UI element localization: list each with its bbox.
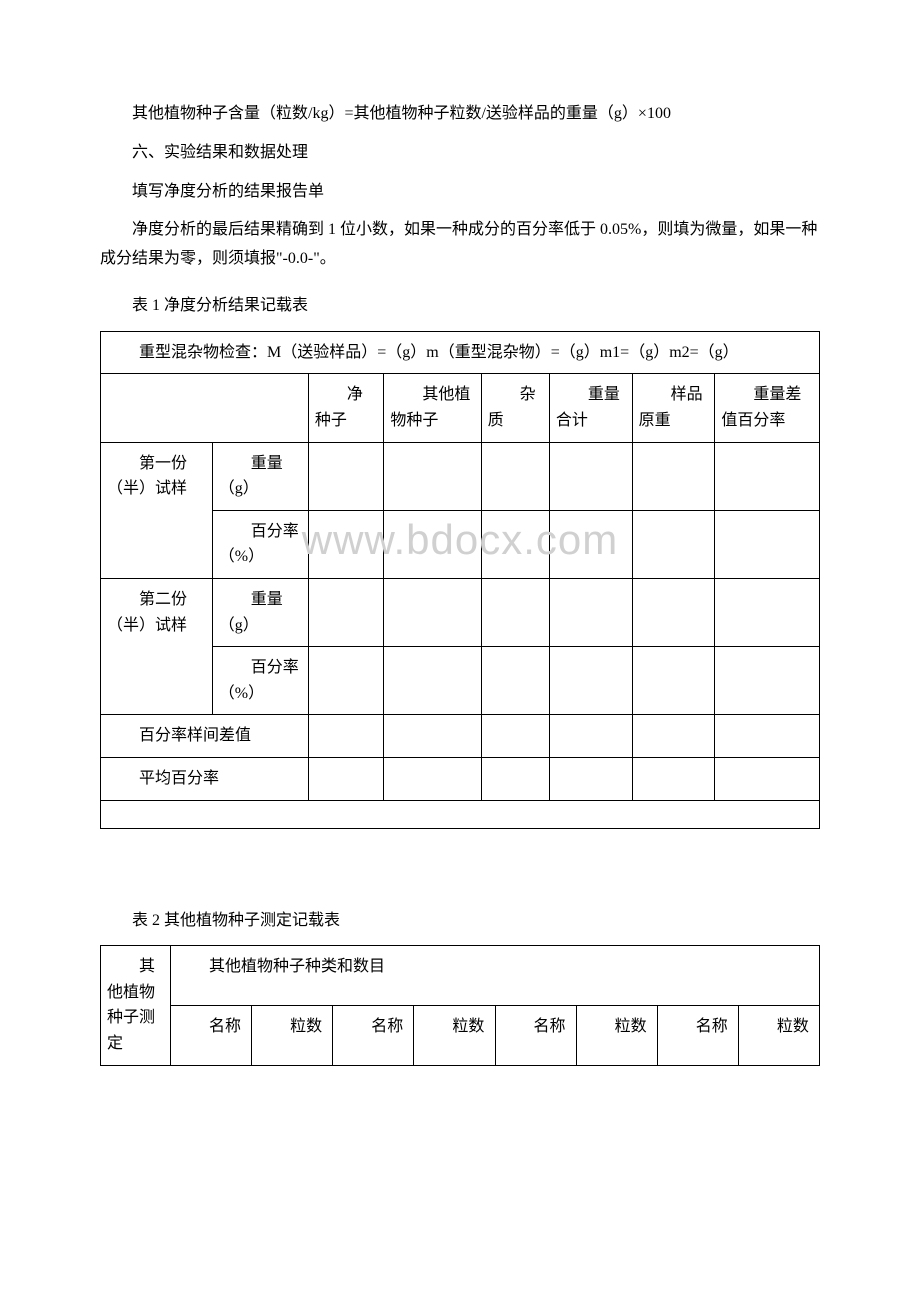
table1-col-total-weight: 重量合计	[549, 374, 632, 442]
table1-cell	[632, 442, 715, 510]
table1-cell	[549, 510, 632, 578]
table1-cell	[481, 442, 549, 510]
table1-row1b-label: 百分率（%）	[212, 510, 308, 578]
table2-title: 表 2 其他植物种子测定记载表	[100, 907, 820, 936]
table1-row4-label: 平均百分率	[101, 757, 309, 800]
table1-cell	[308, 442, 384, 510]
table1-cell	[481, 757, 549, 800]
table1-cell	[715, 510, 820, 578]
table1: 重型混杂物检查：M（送验样品）=（g）m（重型混杂物）=（g）m1=（g）m2=…	[100, 331, 820, 829]
paragraph-section-title: 六、实验结果和数据处理	[100, 139, 820, 168]
paragraph-note: 净度分析的最后结果精确到 1 位小数，如果一种成分的百分率低于 0.05%，则填…	[100, 216, 820, 274]
table1-col-other-seed: 其他植物种子	[384, 374, 481, 442]
table1-row1a-label: 重量（g）	[212, 442, 308, 510]
table1-cell	[481, 510, 549, 578]
table1-cell	[384, 715, 481, 758]
table1-row1-label: 第一份（半）试样	[101, 442, 213, 578]
table2-row-label: 其他植物种子测定	[101, 946, 171, 1065]
table1-cell	[549, 647, 632, 715]
table1-cell	[384, 647, 481, 715]
table1-cell	[384, 757, 481, 800]
table2-col-name: 名称	[333, 1005, 414, 1065]
table2-col-name: 名称	[657, 1005, 738, 1065]
table1-title: 表 1 净度分析结果记载表	[100, 292, 820, 321]
table1-cell	[632, 647, 715, 715]
table1-cell	[549, 715, 632, 758]
table1-cell	[308, 715, 384, 758]
table1-row2b-label: 百分率（%）	[212, 647, 308, 715]
table1-cell	[632, 757, 715, 800]
table1-blank-header	[101, 374, 309, 442]
table1-cell	[549, 442, 632, 510]
table1-row2a-label: 重量（g）	[212, 578, 308, 646]
table2-col-name: 名称	[495, 1005, 576, 1065]
table1-cell	[549, 578, 632, 646]
table1-cell	[632, 715, 715, 758]
table2-col-name: 名称	[171, 1005, 252, 1065]
table1-col-impurity: 杂质	[481, 374, 549, 442]
table2-col-count: 粒数	[738, 1005, 819, 1065]
table1-cell	[384, 510, 481, 578]
table1-cell	[308, 510, 384, 578]
table1-cell	[715, 578, 820, 646]
table1-row2-label: 第二份（半）试样	[101, 578, 213, 714]
table1-cell	[715, 757, 820, 800]
table1-col-pure-seed: 净种子	[308, 374, 384, 442]
table1-cell	[632, 578, 715, 646]
table1-col-original-weight: 样品原重	[632, 374, 715, 442]
table1-row3-label: 百分率样间差值	[101, 715, 309, 758]
table1-col-diff-percent: 重量差值百分率	[715, 374, 820, 442]
table1-cell	[481, 578, 549, 646]
paragraph-formula: 其他植物种子含量（粒数/kg）=其他植物种子粒数/送验样品的重量（g）×100	[100, 100, 820, 129]
table1-cell	[549, 757, 632, 800]
table2-col-count: 粒数	[576, 1005, 657, 1065]
table1-cell	[481, 647, 549, 715]
table1-cell	[384, 442, 481, 510]
table2-header: 其他植物种子种类和数目	[171, 946, 820, 1006]
table1-wrapper: 重型混杂物检查：M（送验样品）=（g）m（重型混杂物）=（g）m1=（g）m2=…	[100, 331, 820, 829]
table2-col-count: 粒数	[414, 1005, 495, 1065]
table1-cell	[632, 510, 715, 578]
table1-cell	[715, 715, 820, 758]
table1-cell	[308, 578, 384, 646]
paragraph-instruction: 填写净度分析的结果报告单	[100, 178, 820, 207]
table1-cell	[308, 647, 384, 715]
table1-cell	[715, 647, 820, 715]
table1-cell	[384, 578, 481, 646]
table2: 其他植物种子测定 其他植物种子种类和数目 名称 粒数 名称 粒数 名称 粒数 名…	[100, 945, 820, 1065]
table2-col-count: 粒数	[252, 1005, 333, 1065]
spacer	[100, 859, 820, 889]
table1-header-row: 重型混杂物检查：M（送验样品）=（g）m（重型混杂物）=（g）m1=（g）m2=…	[101, 331, 820, 374]
table1-cell	[715, 442, 820, 510]
table1-cell	[481, 715, 549, 758]
table1-empty-row	[101, 800, 820, 828]
table1-cell	[308, 757, 384, 800]
